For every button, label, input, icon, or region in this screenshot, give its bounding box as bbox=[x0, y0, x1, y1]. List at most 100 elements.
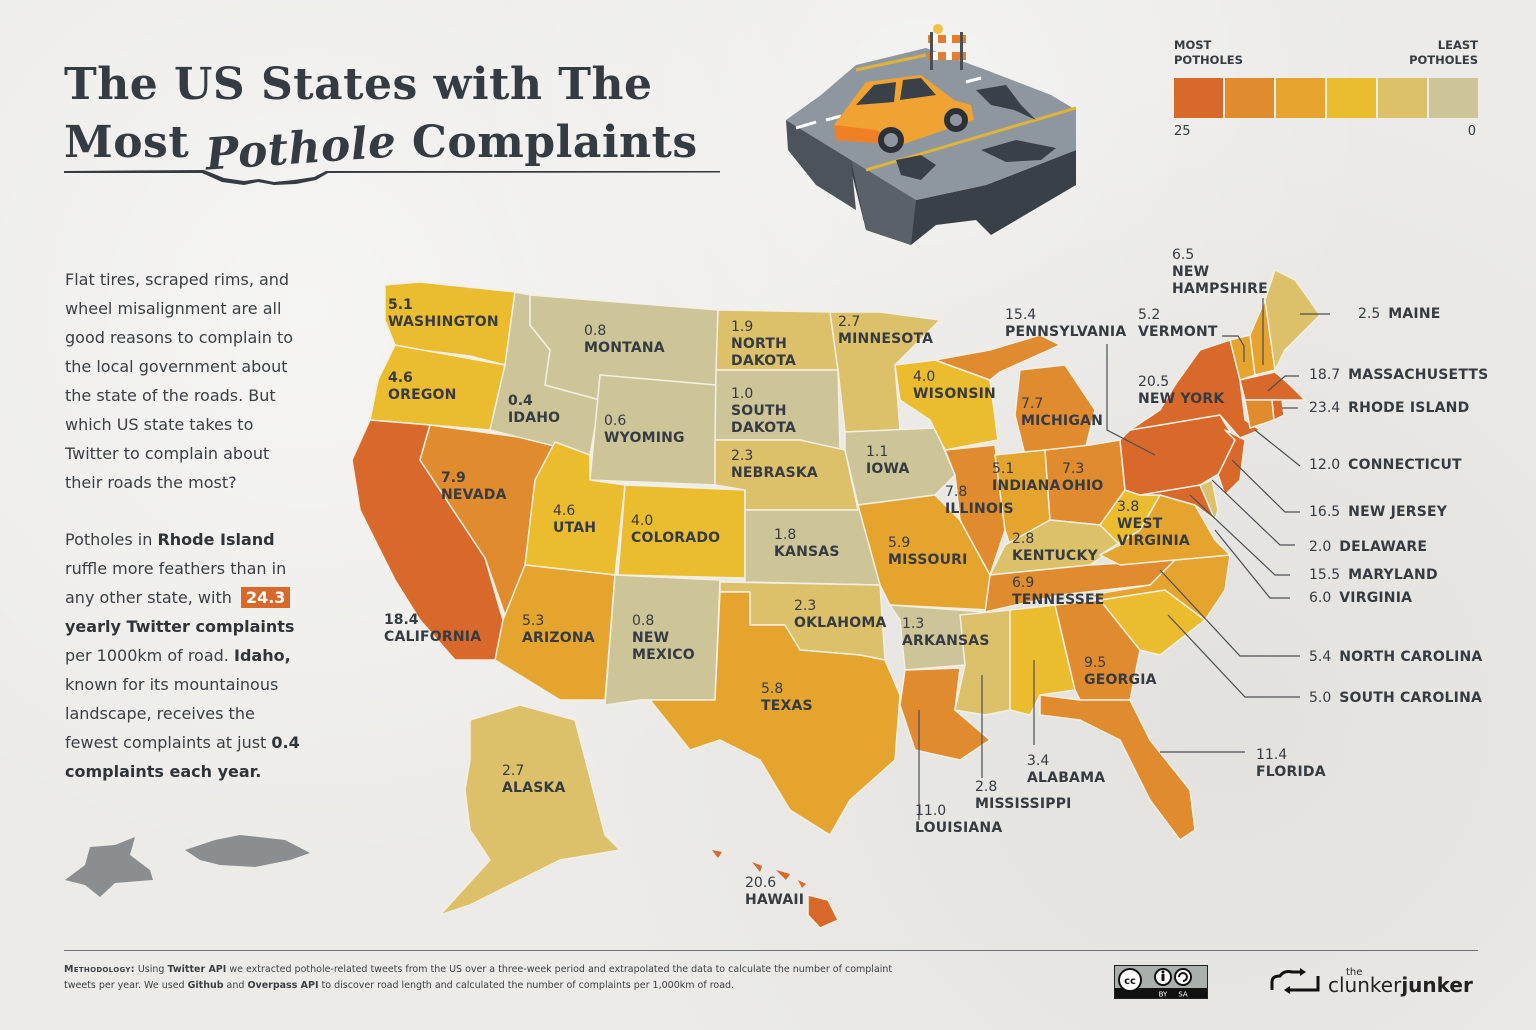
label-utah: 4.6 UTAH bbox=[553, 503, 597, 536]
label-new-mexico: 0.8 NEW MEXICO bbox=[632, 613, 695, 663]
label-connecticut: 12.0 CONNECTICUT bbox=[1309, 457, 1462, 473]
state-minnesota bbox=[829, 311, 941, 433]
legend-color-bar bbox=[1174, 78, 1478, 118]
label-maine: 2.5 MAINE bbox=[1358, 306, 1441, 322]
label-mississippi: 2.8 MISSISSIPPI bbox=[975, 779, 1072, 812]
label-washington: 5.1 WASHINGTON bbox=[388, 297, 499, 330]
state-maine bbox=[1264, 269, 1321, 371]
footer-divider bbox=[64, 950, 1478, 951]
methodology-note: Methodology: Using Twitter API we extrac… bbox=[64, 964, 893, 991]
label-indiana: 5.1 INDIANA bbox=[992, 461, 1061, 494]
state-north-carolina bbox=[1089, 554, 1231, 621]
legend-swatch-2 bbox=[1225, 78, 1274, 118]
legend-swatch-1 bbox=[1174, 78, 1223, 118]
leader-lines bbox=[918, 298, 1330, 820]
legend-swatch-6 bbox=[1429, 78, 1478, 118]
label-minnesota: 2.7 MINNESOTA bbox=[838, 314, 934, 347]
label-wyoming: 0.6 WYOMING bbox=[604, 413, 685, 446]
state-hawaii-big bbox=[807, 894, 839, 929]
legend-min-value: 0 bbox=[1467, 124, 1476, 139]
legend-swatch-3 bbox=[1276, 78, 1325, 118]
label-arkansas: 1.3 ARKANSAS bbox=[902, 616, 990, 649]
label-new-jersey: 16.5 NEW JERSEY bbox=[1309, 504, 1448, 520]
label-kansas: 1.8 KANSAS bbox=[774, 527, 840, 560]
legend-least-label: LEAST POTHOLES bbox=[1409, 38, 1478, 67]
state-washington bbox=[384, 281, 516, 366]
label-idaho: 0.4 IDAHO bbox=[508, 393, 561, 426]
label-hawaii: 20.6 HAWAII bbox=[745, 875, 805, 908]
pothole-road-car-illustration bbox=[786, 24, 1077, 245]
title-line-1: The US States with The bbox=[64, 59, 653, 110]
state-hawaii-islands bbox=[712, 850, 806, 888]
label-georgia: 9.5 GEORGIA bbox=[1084, 655, 1157, 688]
label-florida: 11.4 FLORIDA bbox=[1256, 747, 1326, 780]
state-alaska bbox=[439, 704, 621, 916]
label-tennessee: 6.9 TENNESSEE bbox=[1012, 575, 1105, 608]
state-utah bbox=[524, 441, 626, 576]
svg-text:BY: BY bbox=[1159, 991, 1168, 999]
state-delaware bbox=[1199, 479, 1219, 521]
state-new-jersey bbox=[1217, 429, 1246, 496]
label-massachusetts: 18.7 MASSACHUSETTS bbox=[1309, 367, 1489, 383]
title-complaints: Complaints bbox=[396, 117, 698, 168]
label-iowa: 1.1 IOWA bbox=[866, 444, 910, 477]
state-louisiana bbox=[899, 667, 991, 761]
label-ohio: 7.3 OHIO bbox=[1062, 461, 1104, 494]
brand-wordmark: the clunkerjunker bbox=[1328, 967, 1473, 997]
intro-paragraph-1: Flat tires, scraped rims, and wheel misa… bbox=[65, 270, 293, 492]
state-rhode-island bbox=[1271, 399, 1285, 421]
legend-max-value: 25 bbox=[1174, 124, 1191, 139]
state-connecticut bbox=[1244, 399, 1275, 429]
page-title: The US States with The Most Pothole Comp… bbox=[64, 56, 698, 181]
label-illinois: 7.8 ILLINOIS bbox=[945, 484, 1014, 517]
creative-commons-badge[interactable]: cc BY SA bbox=[1114, 965, 1208, 999]
label-north-carolina: 5.4 NORTH CAROLINA bbox=[1309, 649, 1483, 665]
svg-text:cc: cc bbox=[1124, 976, 1136, 987]
intro-paragraph-2: Potholes in Rhode Island ruffle more fea… bbox=[65, 530, 300, 781]
label-vermont: 5.2 VERMONT bbox=[1138, 307, 1218, 340]
cracked-underline bbox=[64, 170, 720, 185]
label-virginia: 6.0 VIRGINIA bbox=[1309, 590, 1413, 606]
intro-text: Flat tires, scraped rims, and wheel misa… bbox=[65, 265, 300, 814]
label-texas: 5.8 TEXAS bbox=[761, 681, 813, 714]
legend-most-label: MOST POTHOLES bbox=[1174, 38, 1243, 67]
highlight-value-badge: 24.3 bbox=[240, 587, 291, 608]
label-missouri: 5.9 MISSOURI bbox=[888, 535, 968, 568]
label-maryland: 15.5 MARYLAND bbox=[1309, 567, 1438, 583]
label-kentucky: 2.8 KENTUCKY bbox=[1012, 531, 1098, 564]
label-nebraska: 2.3 NEBRASKA bbox=[731, 448, 818, 481]
label-west-virginia: 3.8 WEST VIRGINIA bbox=[1117, 499, 1190, 549]
label-north-dakota: 1.9 NORTH DAKOTA bbox=[731, 319, 797, 369]
label-oregon: 4.6 OREGON bbox=[388, 370, 457, 403]
title-most: Most bbox=[64, 117, 205, 168]
decorative-potholes bbox=[65, 835, 310, 897]
label-alabama: 3.4 ALABAMA bbox=[1027, 753, 1106, 786]
label-arizona: 5.3 ARIZONA bbox=[522, 613, 595, 646]
label-pennsylvania: 15.4 PENNSYLVANIA bbox=[1005, 307, 1127, 340]
state-michigan-up bbox=[934, 334, 1061, 381]
label-delaware: 2.0 DELAWARE bbox=[1309, 539, 1428, 555]
legend-swatch-5 bbox=[1378, 78, 1427, 118]
title-line-2: Most Pothole Complaints bbox=[64, 114, 698, 180]
label-south-carolina: 5.0 SOUTH CAROLINA bbox=[1309, 690, 1483, 706]
state-florida bbox=[1039, 694, 1196, 841]
label-california: 18.4 CALIFORNIA bbox=[384, 612, 482, 645]
label-new-hampshire: 6.5 NEW HAMPSHIRE bbox=[1172, 247, 1268, 297]
cc-by-sa-icon: cc BY SA bbox=[1115, 968, 1207, 999]
label-wisconsin: 4.0 WISONSIN bbox=[913, 369, 996, 402]
clunkerjunker-logo[interactable]: the clunkerjunker bbox=[1268, 967, 1473, 997]
label-south-dakota: 1.0 SOUTH DAKOTA bbox=[731, 386, 797, 436]
label-michigan: 7.7 MICHIGAN bbox=[1021, 396, 1103, 429]
label-rhode-island: 23.4 RHODE ISLAND bbox=[1309, 400, 1470, 416]
label-new-york: 20.5 NEW YORK bbox=[1138, 374, 1225, 407]
label-oklahoma: 2.3 OKLAHOMA bbox=[794, 598, 887, 631]
label-alaska: 2.7 ALASKA bbox=[502, 763, 566, 796]
label-colorado: 4.0 COLORADO bbox=[631, 513, 721, 546]
cloud-sync-icon bbox=[1270, 968, 1320, 994]
legend-swatch-4 bbox=[1327, 78, 1376, 118]
label-louisiana: 11.0 LOUISIANA bbox=[915, 803, 1003, 836]
state-texas bbox=[649, 591, 901, 836]
label-nevada: 7.9 NEVADA bbox=[441, 470, 507, 503]
label-montana: 0.8 MONTANA bbox=[584, 323, 665, 356]
